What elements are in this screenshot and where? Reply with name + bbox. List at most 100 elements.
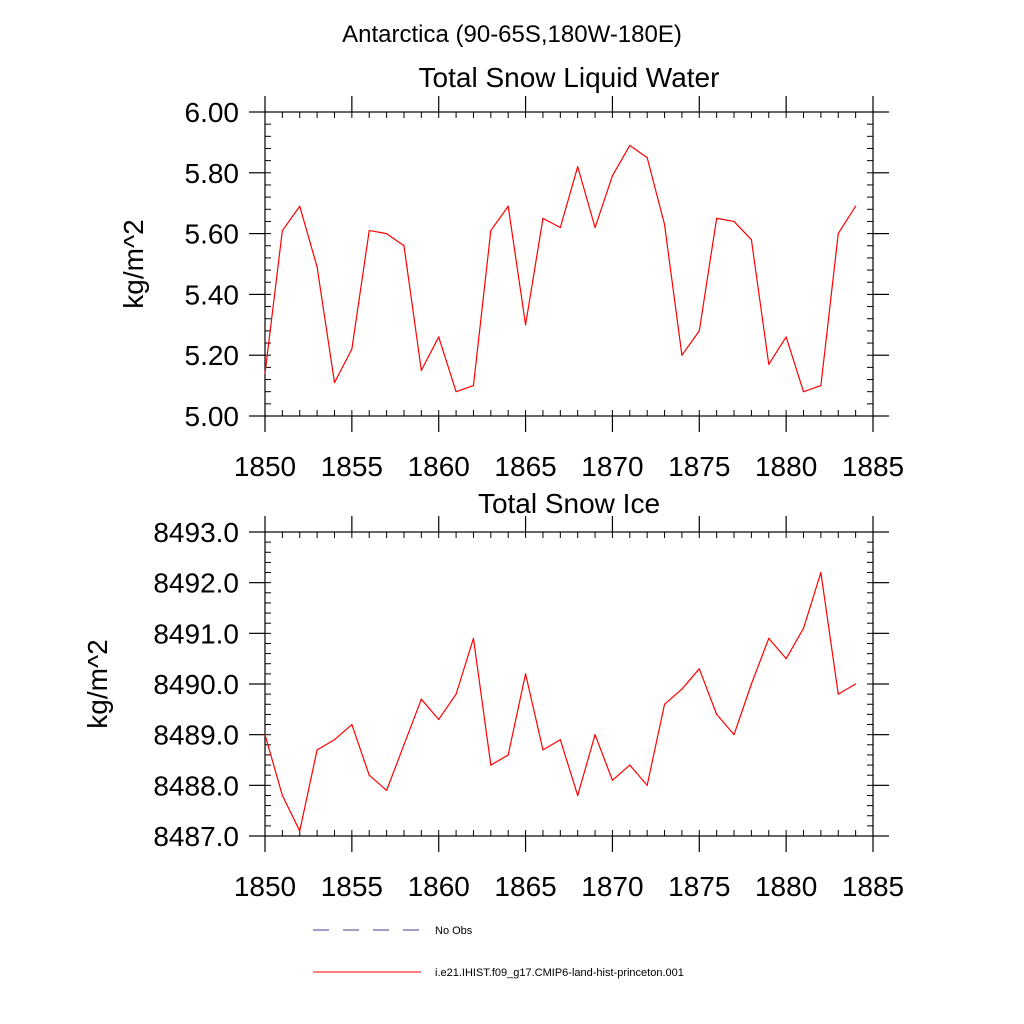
legend-label: i.e21.IHIST.f09_g17.CMIP6-land-hist-prin… bbox=[435, 967, 684, 979]
x-tick-label: 1850 bbox=[234, 871, 296, 902]
data-point bbox=[403, 245, 405, 247]
data-point bbox=[316, 749, 318, 751]
data-point bbox=[629, 764, 631, 766]
data-point bbox=[594, 734, 596, 736]
plot-frame bbox=[264, 531, 874, 837]
y-tick-label: 8491.0 bbox=[153, 618, 239, 649]
data-point bbox=[559, 739, 561, 741]
data-point bbox=[611, 175, 614, 177]
data-point bbox=[820, 385, 822, 387]
y-tick-label: 8487.0 bbox=[153, 821, 239, 852]
data-point bbox=[490, 764, 492, 766]
x-tick-label: 1860 bbox=[408, 871, 470, 902]
data-point bbox=[351, 723, 353, 726]
y-axis: 5.00 5.20 5.40 5.60 5.80 6.00 bbox=[185, 97, 889, 432]
data-point bbox=[524, 673, 527, 675]
data-point bbox=[611, 779, 614, 781]
data-point bbox=[785, 336, 787, 338]
data-point bbox=[837, 233, 839, 235]
data-point bbox=[733, 220, 735, 223]
data-point bbox=[524, 324, 527, 326]
data-point bbox=[420, 698, 422, 700]
data-point bbox=[438, 718, 440, 721]
x-tick-label: 1880 bbox=[755, 451, 817, 482]
data-point bbox=[855, 683, 857, 685]
y-tick-label: 8490.0 bbox=[153, 669, 239, 700]
x-tick-label: 1865 bbox=[494, 871, 556, 902]
x-axis: 1850 1855 1860 1865 1870 1875 1880 1885 bbox=[234, 96, 904, 482]
x-tick-label: 1865 bbox=[494, 451, 556, 482]
data-point bbox=[716, 217, 718, 219]
data-point bbox=[820, 571, 822, 574]
data-point bbox=[368, 774, 370, 776]
data-point bbox=[438, 336, 440, 338]
data-point bbox=[559, 226, 561, 229]
data-point bbox=[577, 794, 579, 797]
data-point bbox=[316, 266, 318, 268]
x-minor-ticks bbox=[264, 532, 874, 836]
data-point bbox=[681, 688, 683, 690]
data-point bbox=[542, 749, 544, 751]
chart-title: Total Snow Liquid Water bbox=[419, 62, 720, 93]
data-point bbox=[351, 348, 353, 350]
data-point bbox=[264, 734, 266, 736]
data-point bbox=[281, 794, 283, 797]
data-point bbox=[386, 233, 388, 235]
data-point bbox=[386, 789, 388, 792]
plot-frame bbox=[264, 111, 874, 417]
series-points bbox=[264, 571, 857, 832]
chart-panels: Total Snow Liquid Water kg/m^2 1850 1855 186… bbox=[82, 62, 904, 902]
data-point bbox=[455, 391, 457, 393]
data-point bbox=[855, 205, 857, 207]
data-point bbox=[750, 683, 753, 685]
series-points bbox=[264, 144, 857, 393]
y-minor-ticks bbox=[265, 531, 873, 837]
data-point bbox=[472, 385, 475, 387]
data-point bbox=[646, 157, 648, 159]
y-tick-label: 8492.0 bbox=[153, 568, 239, 599]
y-axis-label: kg/m^2 bbox=[82, 639, 113, 728]
series-line bbox=[264, 144, 857, 393]
y-tick-label: 5.20 bbox=[185, 340, 240, 371]
data-point bbox=[768, 637, 770, 640]
x-tick-label: 1880 bbox=[755, 871, 817, 902]
data-point bbox=[750, 239, 753, 241]
x-tick-label: 1850 bbox=[234, 451, 296, 482]
data-point bbox=[802, 391, 805, 393]
y-tick-label: 5.80 bbox=[185, 158, 240, 189]
data-point bbox=[299, 205, 301, 207]
data-point bbox=[490, 229, 492, 232]
series-line bbox=[264, 571, 856, 832]
data-point bbox=[663, 703, 666, 705]
data-point bbox=[681, 354, 683, 356]
x-tick-label: 1870 bbox=[581, 451, 643, 482]
x-tick-label: 1860 bbox=[408, 451, 470, 482]
x-axis: 1850 1855 1860 1865 1870 1875 1880 1885 bbox=[234, 516, 904, 902]
data-point bbox=[542, 217, 544, 219]
legend-label: No Obs bbox=[435, 925, 473, 937]
data-point bbox=[507, 754, 509, 756]
data-point bbox=[281, 229, 283, 232]
x-tick-label: 1875 bbox=[668, 451, 730, 482]
data-point bbox=[472, 637, 475, 640]
data-point bbox=[663, 223, 666, 226]
data-point bbox=[716, 713, 718, 716]
chart-panel-2: Total Snow Ice kg/m^2 1850 1855 1860 1865 1870… bbox=[82, 488, 904, 902]
y-tick-label: 8489.0 bbox=[153, 720, 239, 751]
x-tick-label: 1885 bbox=[842, 871, 904, 902]
legend-item: No Obs bbox=[313, 925, 473, 937]
x-tick-label: 1855 bbox=[321, 871, 383, 902]
data-point bbox=[698, 330, 700, 332]
x-tick-label: 1855 bbox=[321, 451, 383, 482]
chart-title: Total Snow Ice bbox=[478, 488, 660, 519]
data-point bbox=[299, 830, 301, 832]
y-tick-label: 5.00 bbox=[185, 401, 240, 432]
x-tick-label: 1885 bbox=[842, 451, 904, 482]
y-axis-label: kg/m^2 bbox=[118, 219, 149, 308]
legend: No Obs i.e21.IHIST.f09_g17.CMIP6-land-his… bbox=[313, 925, 684, 979]
y-tick-label: 5.40 bbox=[185, 279, 240, 310]
data-point bbox=[420, 369, 422, 371]
x-minor-ticks bbox=[264, 112, 874, 416]
data-point bbox=[785, 658, 787, 660]
